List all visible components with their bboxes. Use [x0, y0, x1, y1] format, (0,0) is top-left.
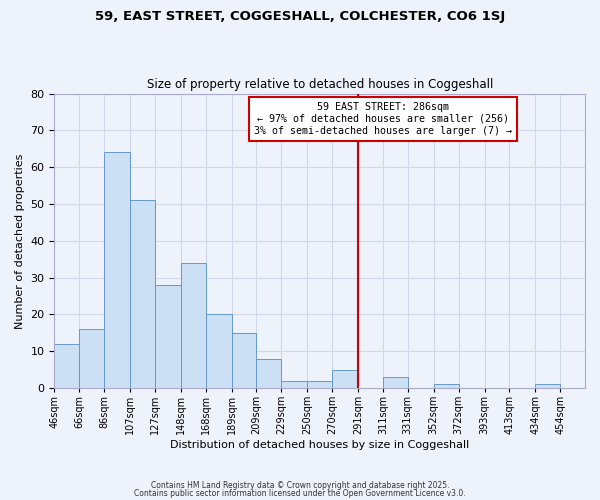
- Y-axis label: Number of detached properties: Number of detached properties: [15, 153, 25, 328]
- Bar: [256, 358, 281, 388]
- Bar: [55, 344, 79, 388]
- Bar: [434, 384, 458, 388]
- X-axis label: Distribution of detached houses by size in Coggeshall: Distribution of detached houses by size …: [170, 440, 469, 450]
- Bar: [79, 329, 104, 388]
- Text: 59, EAST STREET, COGGESHALL, COLCHESTER, CO6 1SJ: 59, EAST STREET, COGGESHALL, COLCHESTER,…: [95, 10, 505, 23]
- Bar: [332, 370, 358, 388]
- Bar: [206, 314, 232, 388]
- Title: Size of property relative to detached houses in Coggeshall: Size of property relative to detached ho…: [146, 78, 493, 91]
- Bar: [281, 381, 307, 388]
- Bar: [232, 333, 256, 388]
- Bar: [130, 200, 155, 388]
- Text: Contains HM Land Registry data © Crown copyright and database right 2025.: Contains HM Land Registry data © Crown c…: [151, 481, 449, 490]
- Bar: [535, 384, 560, 388]
- Bar: [181, 263, 206, 388]
- Text: Contains public sector information licensed under the Open Government Licence v3: Contains public sector information licen…: [134, 488, 466, 498]
- Bar: [104, 152, 130, 388]
- Bar: [383, 377, 408, 388]
- Bar: [155, 285, 181, 388]
- Bar: [307, 381, 332, 388]
- Text: 59 EAST STREET: 286sqm
← 97% of detached houses are smaller (256)
3% of semi-det: 59 EAST STREET: 286sqm ← 97% of detached…: [254, 102, 512, 136]
